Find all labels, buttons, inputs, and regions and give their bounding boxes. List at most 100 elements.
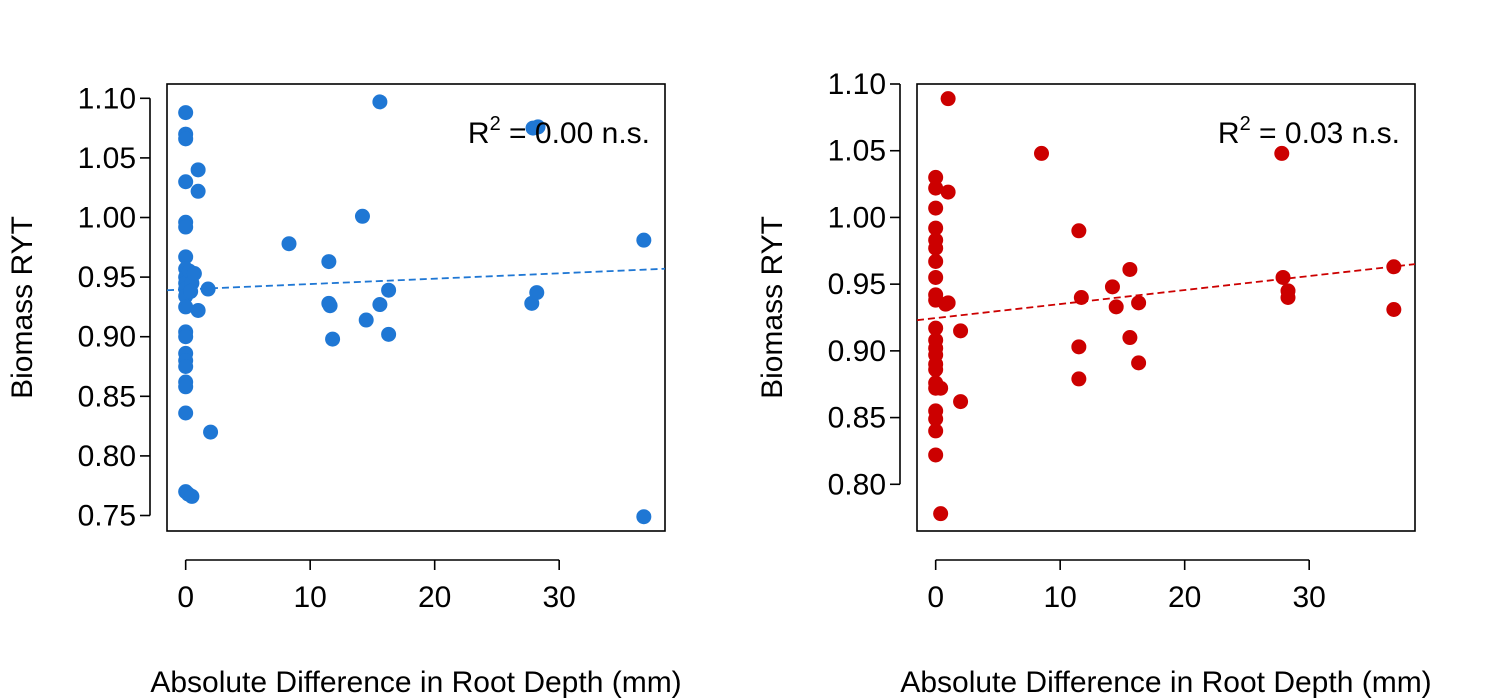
y-tick-label: 1.05	[828, 135, 886, 168]
x-tick-label: 30	[1292, 581, 1325, 614]
data-point	[322, 298, 338, 314]
data-point	[928, 169, 944, 185]
data-point	[933, 380, 949, 396]
plot-frame	[166, 83, 666, 532]
data-point	[928, 411, 944, 427]
data-point	[178, 249, 194, 265]
x-tick-label: 30	[542, 581, 575, 614]
data-point	[381, 282, 397, 298]
data-point	[928, 362, 944, 378]
data-point	[928, 253, 944, 269]
r-squared-annotation: R2 = 0.03 n.s.	[1218, 113, 1400, 150]
y-tick-label: 0.95	[828, 268, 886, 301]
data-point	[1104, 279, 1120, 295]
x-axis: 0 10 20 30	[927, 559, 1326, 614]
data-point	[928, 423, 944, 439]
data-points	[178, 94, 652, 525]
r-squared-base: R	[1218, 117, 1240, 150]
data-point	[372, 297, 388, 313]
data-point	[1071, 223, 1087, 239]
y-tick-label: 1.10	[828, 68, 886, 101]
y-axis-label: Biomass RYT	[6, 216, 39, 399]
data-point	[1280, 289, 1296, 305]
data-point	[325, 331, 341, 347]
data-points	[928, 91, 1402, 522]
data-point	[636, 232, 652, 248]
y-tick-label: 1.00	[78, 202, 136, 235]
data-point	[1131, 355, 1147, 371]
data-point	[928, 447, 944, 463]
data-point	[940, 295, 956, 311]
data-point	[372, 94, 388, 110]
data-point	[178, 105, 194, 121]
y-tick-label: 0.90	[78, 321, 136, 354]
x-tick-label: 20	[418, 581, 451, 614]
data-point	[178, 359, 194, 375]
data-point	[183, 283, 199, 299]
data-point	[928, 269, 944, 285]
data-point	[178, 379, 194, 395]
data-point	[321, 254, 337, 270]
data-point	[1386, 302, 1402, 318]
trendline	[917, 263, 1415, 322]
data-point	[928, 220, 944, 236]
data-point	[928, 320, 944, 336]
data-point	[358, 312, 374, 328]
r-squared-annotation: R2 = 0.00 n.s.	[468, 113, 650, 150]
data-point	[203, 424, 219, 440]
r-squared-superscript: 2	[1240, 113, 1251, 135]
x-axis-label: Absolute Difference in Root Depth (mm)	[150, 666, 681, 699]
x-axis: 0 10 20 30	[177, 559, 576, 614]
x-tick-label: 10	[293, 581, 326, 614]
data-point	[1073, 289, 1089, 305]
x-axis-label: Absolute Difference in Root Depth (mm)	[900, 666, 1431, 699]
data-point	[354, 208, 370, 224]
y-tick-label: 1.05	[78, 142, 136, 175]
data-point	[940, 184, 956, 200]
data-point	[381, 326, 397, 342]
y-tick-label: 0.90	[828, 335, 886, 368]
x-tick-label: 0	[177, 581, 194, 614]
y-tick-label: 0.75	[78, 500, 136, 533]
data-point	[928, 180, 944, 196]
data-point	[1131, 295, 1147, 311]
data-point	[1108, 299, 1124, 315]
data-point	[184, 488, 200, 504]
r-squared-superscript: 2	[490, 113, 501, 135]
data-point	[529, 285, 545, 301]
data-point	[1122, 261, 1138, 277]
data-point	[178, 219, 194, 235]
data-point	[940, 91, 956, 107]
scatter-panel-2: 0 10 20 30 0.80 0.85 0.90 0.95 1.00 1.05 1.10 Absol…	[756, 68, 1432, 699]
y-tick-label: 0.95	[78, 261, 136, 294]
data-point	[178, 329, 194, 345]
data-point	[1122, 330, 1138, 346]
trendline	[167, 267, 665, 292]
data-point	[953, 394, 969, 410]
scatter-panel-1: 0 10 20 30 0.75 0.80 0.85 0.90 0.95 1.00 1.05 1.10 A…	[6, 82, 682, 699]
data-point	[190, 162, 206, 178]
y-axis: 0.75 0.80 0.85 0.90 0.95 1.00 1.05 1.10	[78, 82, 151, 533]
data-point	[530, 119, 546, 135]
x-tick-label: 20	[1168, 581, 1201, 614]
data-point	[1071, 339, 1087, 355]
data-point	[281, 236, 297, 252]
y-tick-label: 1.10	[78, 82, 136, 115]
data-point	[190, 183, 206, 199]
data-point	[933, 506, 949, 522]
data-point	[190, 302, 206, 318]
data-point	[178, 174, 194, 190]
data-point	[178, 405, 194, 421]
data-point	[1386, 259, 1402, 275]
data-point	[1034, 145, 1049, 161]
data-point	[200, 281, 216, 297]
data-point	[1274, 145, 1290, 161]
data-point	[1275, 269, 1291, 285]
r-squared-value: = 0.00 n.s.	[501, 117, 650, 150]
r-squared-base: R	[468, 117, 490, 150]
data-point	[953, 323, 969, 339]
data-point	[928, 240, 944, 256]
plot-frame	[916, 83, 1416, 532]
data-point	[178, 131, 194, 147]
